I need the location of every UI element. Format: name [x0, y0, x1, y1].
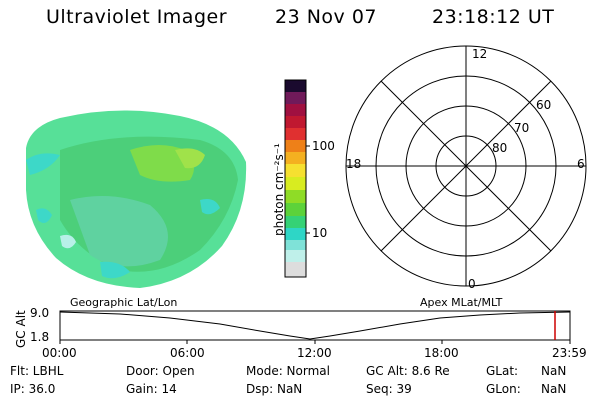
x-tick-2359: 23:59	[552, 346, 587, 360]
status-ip: IP: 36.0	[10, 382, 56, 396]
timeline-left-title: Geographic Lat/Lon	[70, 296, 178, 309]
y-tick-1-8: 1.8	[30, 330, 50, 344]
colorbar-tick-10: 10	[312, 226, 328, 240]
mlt-label-12: 12	[472, 47, 488, 61]
status-gc-alt: GC Alt: 8.6 Re	[366, 364, 450, 378]
x-tick-0000: 00:00	[42, 346, 77, 360]
x-tick-0600: 06:00	[170, 346, 205, 360]
status-door: Door: Open	[126, 364, 195, 378]
instrument-title: Ultraviolet Imager	[46, 6, 228, 28]
status-seq: Seq: 39	[366, 382, 412, 396]
polar-grid	[345, 45, 587, 287]
y-tick-9: 9.0	[30, 306, 50, 320]
status-gain: Gain: 14	[126, 382, 177, 396]
lat-label-70: 70	[514, 121, 530, 135]
lat-label-60: 60	[536, 98, 552, 112]
colorbar	[284, 79, 310, 278]
status-filter: Flt: LBHL	[10, 364, 64, 378]
colorbar-unit-label: photon cm⁻²s⁻¹	[272, 143, 286, 236]
mlt-label-6: 6	[577, 157, 585, 171]
colorbar-tick-100: 100	[312, 139, 335, 153]
status-glon-value: NaN	[541, 382, 567, 396]
date-label: 23 Nov 07	[275, 6, 378, 28]
timeline-right-title: Apex MLat/MLT	[420, 296, 503, 309]
status-mode: Mode: Normal	[246, 364, 330, 378]
status-glat-label: GLat:	[486, 364, 519, 378]
mlt-label-18: 18	[346, 157, 362, 171]
status-dsp: Dsp: NaN	[246, 382, 303, 396]
time-label: 23:18:12 UT	[432, 6, 555, 28]
lat-label-80: 80	[492, 141, 508, 155]
x-tick-1200: 12:00	[297, 346, 332, 360]
x-tick-1800: 18:00	[424, 346, 459, 360]
timeline-plot	[59, 310, 571, 344]
mlt-label-0: 0	[468, 277, 476, 291]
status-glat-value: NaN	[541, 364, 567, 378]
uv-image	[26, 110, 247, 288]
status-glon-label: GLon:	[486, 382, 521, 396]
timeline-axis-label: GC Alt	[14, 310, 28, 348]
